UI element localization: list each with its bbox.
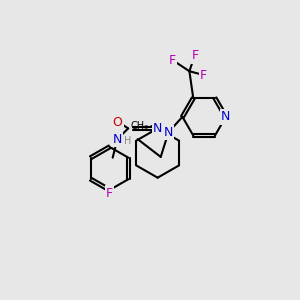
Text: H: H — [124, 136, 131, 146]
Text: N: N — [112, 133, 122, 146]
Text: CH₃: CH₃ — [131, 121, 149, 131]
Text: N: N — [221, 110, 230, 123]
Text: O: O — [112, 116, 122, 129]
Text: F: F — [106, 187, 113, 200]
Text: F: F — [192, 49, 199, 62]
Text: N: N — [164, 126, 173, 139]
Text: N: N — [153, 122, 162, 135]
Text: F: F — [169, 54, 176, 67]
Text: F: F — [200, 69, 207, 82]
